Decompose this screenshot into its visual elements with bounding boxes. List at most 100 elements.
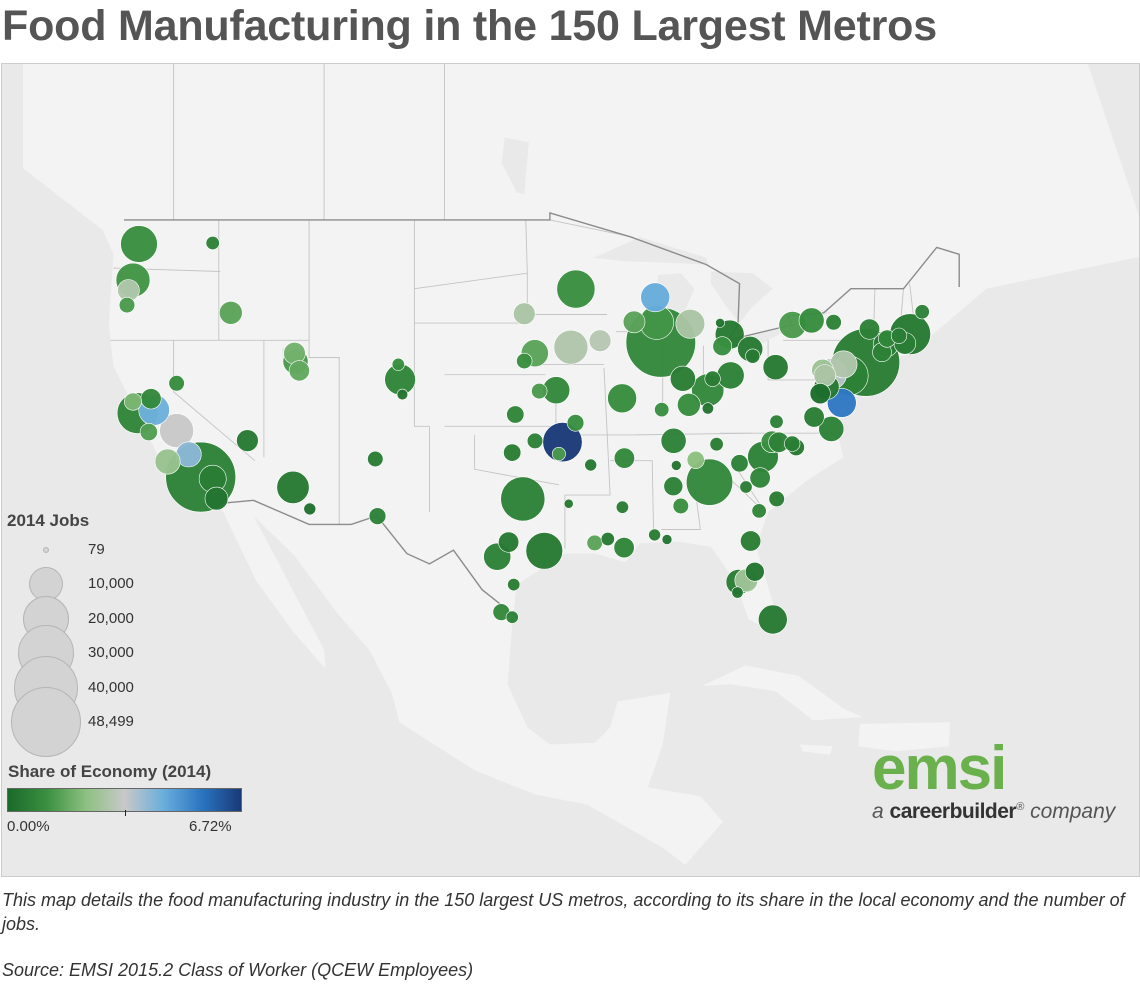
metro-bubble-dayton[interactable]: [704, 370, 721, 387]
map-container[interactable]: 2014 Jobs 79 10,000 20,000 30,000 40,000 48,4…: [1, 63, 1140, 877]
metro-bubble-topeka[interactable]: [531, 383, 548, 400]
metro-bubble-chattanooga[interactable]: [686, 450, 705, 469]
metro-bubble-birmingham[interactable]: [663, 476, 684, 497]
metro-bubble-sioux-falls[interactable]: [513, 302, 536, 325]
metro-bubble-new-orleans[interactable]: [613, 537, 635, 559]
metro-bubble-tucson[interactable]: [303, 502, 317, 516]
metro-bubble-salinas[interactable]: [139, 422, 158, 441]
metro-bubble-seattle[interactable]: [120, 225, 158, 263]
metro-bubble-miami[interactable]: [757, 604, 788, 635]
metro-bubble-houston[interactable]: [525, 532, 563, 570]
metro-bubble-little-rock[interactable]: [584, 458, 598, 472]
metro-bubble-montgomery[interactable]: [672, 497, 689, 515]
metro-bubble-albuquerque[interactable]: [367, 450, 384, 468]
state-border-1: [308, 219, 340, 525]
metro-bubble-corpus-christi[interactable]: [507, 578, 521, 592]
metro-bubble-albany[interactable]: [858, 318, 880, 340]
metro-bubble-reno[interactable]: [168, 375, 185, 392]
metro-bubble-richmond[interactable]: [803, 406, 825, 428]
metro-bubble-charleston-sc[interactable]: [768, 490, 785, 508]
metro-bubble-cedar-rapids[interactable]: [588, 329, 612, 352]
metro-bubble-flint[interactable]: [715, 317, 725, 328]
metro-bubble-orlando[interactable]: [744, 561, 765, 582]
metro-bubble-austin[interactable]: [498, 531, 520, 553]
metro-bubble-louisville[interactable]: [677, 392, 701, 417]
metro-bubble-st-louis[interactable]: [607, 383, 637, 414]
metro-bubble-portland-me[interactable]: [914, 304, 930, 320]
metro-bubble-knoxville[interactable]: [709, 437, 724, 452]
metro-bubble-indianapolis[interactable]: [670, 365, 696, 392]
metro-bubble-las-vegas[interactable]: [236, 429, 259, 452]
metro-bubble-tulsa[interactable]: [526, 432, 544, 450]
metro-bubble-savannah[interactable]: [751, 503, 767, 519]
metro-bubble-grand-rapids[interactable]: [675, 308, 706, 339]
color-legend-min-label: 0.00%: [7, 818, 50, 835]
metro-bubble-columbia-sc[interactable]: [749, 467, 771, 489]
metro-bubble-evansville[interactable]: [654, 402, 670, 418]
metro-map[interactable]: [2, 64, 1139, 876]
size-legend-label: 30,000: [88, 644, 134, 661]
metro-bubble-jacksonville[interactable]: [740, 530, 762, 552]
metro-bubble-wichita[interactable]: [506, 405, 525, 424]
metro-bubble-mobile[interactable]: [648, 528, 661, 542]
color-legend-midpoint-tick: [125, 810, 126, 816]
metro-bubble-boise[interactable]: [219, 301, 243, 325]
size-legend-row: 10,000: [2, 567, 152, 602]
metro-bubble-fort-smith[interactable]: [551, 446, 566, 461]
metro-bubble-huntsville[interactable]: [670, 460, 682, 471]
metro-bubble-york[interactable]: [813, 364, 836, 387]
metro-bubble-lexington[interactable]: [701, 402, 714, 415]
metro-bubble-oklahoma-city[interactable]: [503, 443, 522, 462]
state-border-4: [173, 340, 256, 462]
metro-bubble-spokane[interactable]: [205, 236, 220, 251]
color-legend-max-label: 6.72%: [189, 818, 232, 835]
metro-bubble-washington-dc[interactable]: [809, 383, 831, 405]
metro-bubble-santa-maria[interactable]: [154, 448, 181, 475]
metro-bubble-dallas[interactable]: [500, 476, 546, 522]
metro-bubble-jackson-ms[interactable]: [615, 500, 629, 514]
metro-bubble-lincoln[interactable]: [516, 352, 533, 370]
metro-bubble-provo[interactable]: [288, 360, 310, 382]
metro-bubble-fort-collins[interactable]: [391, 357, 405, 371]
metro-bubble-worcester[interactable]: [890, 327, 908, 344]
metro-bubble-el-paso[interactable]: [368, 507, 387, 525]
metro-bubble-phoenix[interactable]: [276, 470, 310, 504]
metro-bubble-eugene[interactable]: [118, 297, 136, 314]
us-canada-border: [124, 212, 960, 342]
metro-bubble-memphis[interactable]: [613, 447, 635, 469]
metro-bubble-roanoke[interactable]: [769, 414, 784, 429]
metro-bubble-columbus[interactable]: [716, 361, 745, 390]
metro-bubble-virginia-beach[interactable]: [818, 415, 845, 442]
size-legend-label: 20,000: [88, 610, 134, 627]
metro-bubble-san-diego[interactable]: [204, 486, 229, 511]
metro-bubble-nashville[interactable]: [660, 427, 687, 454]
state-border-7: [414, 272, 528, 290]
metro-bubble-green-bay[interactable]: [640, 282, 671, 313]
metro-bubble-toledo[interactable]: [712, 336, 733, 357]
metro-bubble-santa-rosa[interactable]: [124, 392, 143, 411]
metro-bubble-atlanta[interactable]: [685, 458, 733, 506]
metro-bubble-syracuse[interactable]: [825, 314, 842, 331]
metro-bubble-akron[interactable]: [745, 348, 761, 364]
metro-bubble-greenville-sc[interactable]: [730, 454, 749, 473]
metro-bubble-fresno[interactable]: [159, 413, 194, 448]
metro-bubble-lafayette[interactable]: [586, 534, 603, 552]
metro-bubble-augusta[interactable]: [739, 480, 753, 494]
metro-bubble-rochester[interactable]: [798, 307, 825, 334]
metro-bubble-sarasota[interactable]: [731, 586, 744, 599]
metro-bubble-des-moines[interactable]: [553, 329, 589, 365]
metro-bubble-madison[interactable]: [622, 310, 646, 334]
color-legend-title: Share of Economy (2014): [8, 762, 212, 781]
metro-bubble-sacramento[interactable]: [140, 388, 162, 410]
metro-bubble-durham[interactable]: [784, 435, 801, 452]
metro-bubble-shreveport[interactable]: [563, 498, 574, 509]
metro-bubble-baton-rouge[interactable]: [600, 531, 615, 546]
border-layer: [110, 64, 960, 618]
metro-bubble-pensacola[interactable]: [661, 534, 673, 545]
cuba-land: [701, 665, 863, 721]
metro-bubble-brownsville[interactable]: [505, 610, 519, 624]
metro-bubble-pittsburgh[interactable]: [762, 354, 789, 381]
metro-bubble-minneapolis[interactable]: [556, 269, 596, 309]
metro-bubble-colorado-springs[interactable]: [396, 388, 409, 401]
metro-bubble-springfield-mo[interactable]: [566, 414, 585, 432]
